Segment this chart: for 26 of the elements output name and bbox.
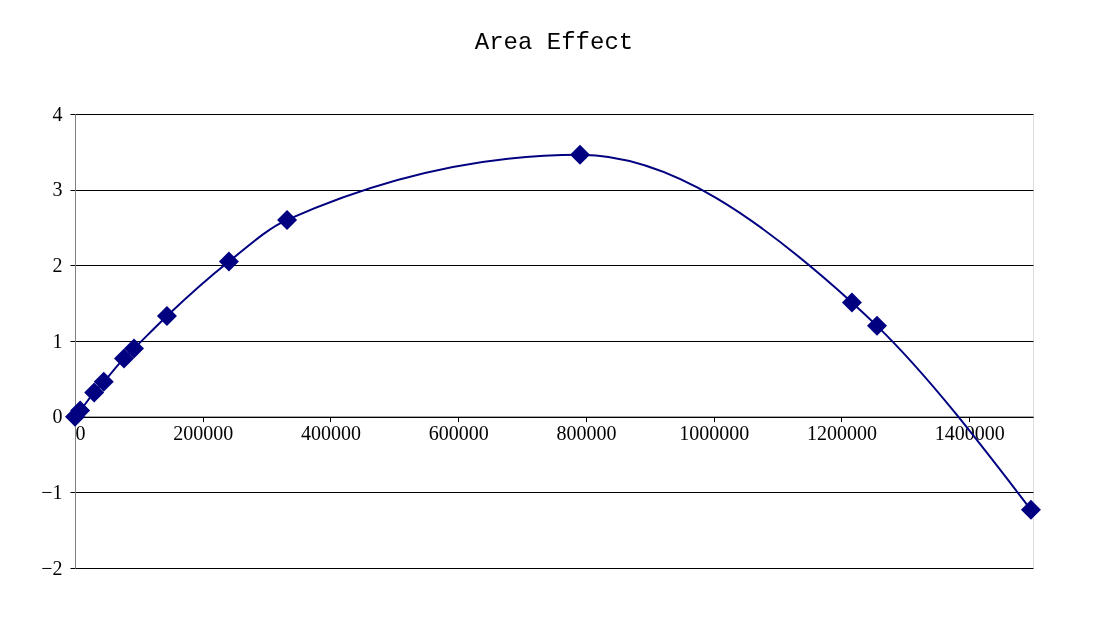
x-tick-label: 1000000 bbox=[679, 422, 750, 445]
point bbox=[866, 315, 887, 336]
point bbox=[277, 209, 298, 230]
point bbox=[84, 382, 105, 403]
y-tick-label: 4 bbox=[52, 102, 63, 125]
y-tick-label: 3 bbox=[52, 178, 63, 201]
y-tick-label: 2 bbox=[52, 253, 63, 276]
point bbox=[218, 251, 239, 272]
x-tick-label: 0 bbox=[75, 422, 86, 445]
chart-title: Area Effect bbox=[474, 29, 634, 56]
point bbox=[124, 338, 145, 359]
point bbox=[1020, 499, 1041, 520]
x-tick-label: 400000 bbox=[300, 422, 361, 445]
y-tick-label: 0 bbox=[52, 405, 63, 428]
y-tick-label: −2 bbox=[41, 556, 63, 579]
y-tick-label: 1 bbox=[52, 329, 63, 352]
x-tick-label: 1200000 bbox=[806, 422, 877, 445]
point bbox=[93, 371, 114, 392]
x-tick-label: 800000 bbox=[556, 422, 617, 445]
x-tick-label: 200000 bbox=[173, 422, 234, 445]
y-tick-label: −1 bbox=[41, 480, 63, 503]
point bbox=[569, 144, 590, 165]
point bbox=[841, 292, 862, 313]
x-tick-label: 600000 bbox=[428, 422, 489, 445]
point bbox=[113, 348, 134, 369]
point bbox=[156, 306, 177, 327]
